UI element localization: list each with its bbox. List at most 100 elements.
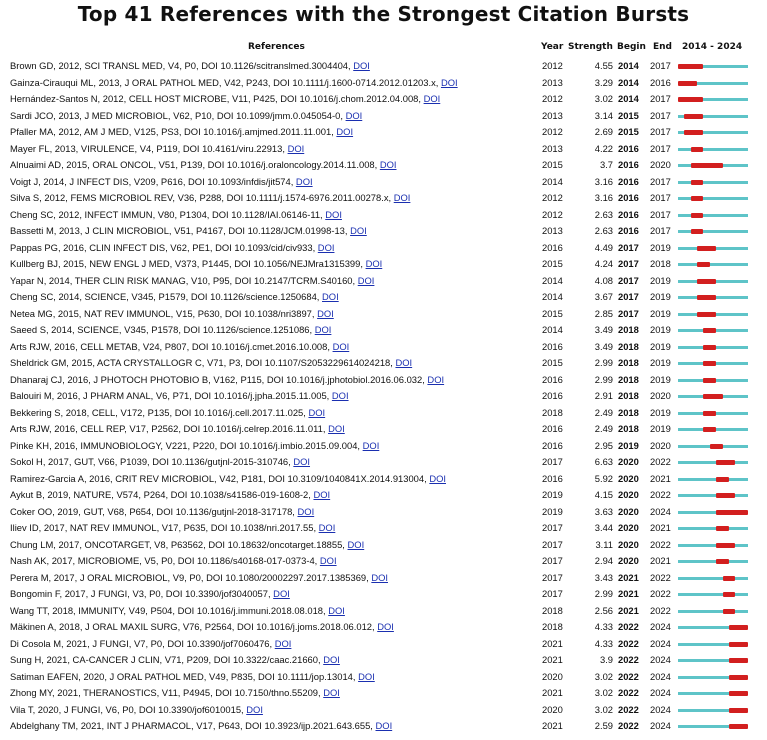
- year-cell: 2016: [542, 241, 563, 253]
- doi-link[interactable]: DOI: [331, 390, 349, 401]
- reference-text: Hernández-Santos N, 2012, CELL HOST MICR…: [10, 93, 441, 104]
- doi-link[interactable]: DOI: [375, 720, 393, 731]
- strength-cell: 2.91: [594, 390, 613, 401]
- doi-link[interactable]: DOI: [429, 472, 446, 484]
- begin-cell: 2017: [618, 274, 639, 286]
- doi-link[interactable]: DOI: [328, 423, 345, 434]
- doi-link[interactable]: DOI: [297, 505, 315, 517]
- doi-link[interactable]: DOI: [336, 126, 354, 137]
- end-cell: 2021: [650, 522, 671, 533]
- burst-timeline: [678, 311, 748, 317]
- year-cell: 2019: [542, 489, 563, 500]
- doi-link[interactable]: DOI: [295, 175, 313, 187]
- reference-text: Sheldrick GM, 2015, ACTA CRYSTALLOGR C, …: [10, 357, 413, 368]
- year-cell: 2020: [542, 703, 563, 715]
- doi-link[interactable]: DOI: [323, 654, 340, 665]
- burst-bar: [722, 592, 736, 597]
- burst-bar: [684, 130, 704, 135]
- strength-cell: 3.43: [594, 571, 613, 583]
- begin-cell: 2020: [618, 489, 639, 500]
- doi-link[interactable]: DOI: [427, 373, 445, 385]
- year-cell: 2012: [542, 60, 563, 71]
- end-cell: 2020: [650, 390, 671, 401]
- doi-link[interactable]: DOI: [347, 538, 365, 550]
- begin-cell: 2022: [618, 687, 639, 698]
- doi-link[interactable]: DOI: [393, 192, 411, 203]
- end-cell: 2022: [650, 489, 671, 500]
- strength-cell: 2.63: [594, 225, 613, 236]
- year-cell: 2013: [542, 225, 563, 236]
- doi-link[interactable]: DOI: [362, 439, 380, 451]
- burst-timeline: [678, 592, 748, 597]
- doi-link[interactable]: DOI: [358, 670, 375, 682]
- table-row: Silva S, 2012, FEMS MICROBIOL REV, V36, …: [0, 190, 767, 207]
- burst-timeline: [678, 542, 748, 548]
- burst-timeline: [678, 97, 748, 102]
- reference-text: Arts RJW, 2016, CELL REP, V17, P2562, DO…: [10, 423, 345, 434]
- doi-link[interactable]: DOI: [318, 522, 336, 533]
- reference-text: Abdelghany TM, 2021, INT J PHARMACOL, V1…: [10, 720, 393, 731]
- begin-cell: 2017: [618, 241, 639, 253]
- doi-link[interactable]: DOI: [357, 274, 375, 286]
- doi-link[interactable]: DOI: [377, 621, 394, 632]
- doi-link[interactable]: DOI: [287, 142, 305, 154]
- end-cell: 2024: [650, 654, 671, 665]
- doi-link[interactable]: DOI: [319, 555, 337, 566]
- burst-timeline: [678, 130, 748, 135]
- strength-cell: 2.59: [594, 720, 613, 731]
- doi-link[interactable]: DOI: [365, 258, 383, 269]
- doi-link[interactable]: DOI: [345, 109, 363, 121]
- doi-link[interactable]: DOI: [350, 225, 367, 236]
- doi-link[interactable]: DOI: [379, 159, 397, 170]
- reference-text: Satiman EAFEN, 2020, J ORAL PATHOL MED, …: [10, 670, 375, 682]
- year-cell: 2014: [542, 291, 563, 302]
- doi-link[interactable]: DOI: [317, 241, 335, 253]
- table-row: Hernández-Santos N, 2012, CELL HOST MICR…: [0, 91, 767, 108]
- doi-link[interactable]: DOI: [313, 489, 331, 500]
- doi-link[interactable]: DOI: [353, 60, 370, 71]
- reference-text: Yapar N, 2014, THER CLIN RISK MANAG, V10…: [10, 274, 375, 286]
- doi-link[interactable]: DOI: [322, 291, 339, 302]
- doi-link[interactable]: DOI: [293, 456, 311, 467]
- table-row: Yapar N, 2014, THER CLIN RISK MANAG, V10…: [0, 273, 767, 290]
- end-cell: 2017: [650, 192, 671, 203]
- table-row: Brown GD, 2012, SCI TRANSL MED, V4, P0, …: [0, 58, 767, 75]
- doi-link[interactable]: DOI: [371, 571, 388, 583]
- doi-link[interactable]: DOI: [323, 687, 340, 698]
- doi-link[interactable]: DOI: [273, 588, 290, 599]
- burst-timeline: [678, 163, 748, 168]
- burst-bar: [697, 245, 717, 251]
- doi-link[interactable]: DOI: [317, 307, 334, 319]
- doi-link[interactable]: DOI: [440, 76, 458, 88]
- table-row: Perera M, 2017, J ORAL MICROBIOL, V9, P0…: [0, 570, 767, 587]
- strength-cell: 2.99: [594, 357, 613, 368]
- strength-cell: 4.55: [594, 60, 613, 71]
- doi-link[interactable]: DOI: [274, 637, 292, 649]
- end-cell: 2018: [650, 258, 671, 269]
- doi-link[interactable]: DOI: [423, 93, 441, 104]
- begin-cell: 2015: [618, 126, 639, 137]
- doi-link[interactable]: DOI: [325, 208, 342, 220]
- strength-cell: 2.99: [594, 373, 613, 385]
- strength-cell: 3.16: [594, 192, 613, 203]
- end-cell: 2022: [650, 571, 671, 583]
- year-cell: 2017: [542, 588, 563, 599]
- table-row: Mäkinen A, 2018, J ORAL MAXIL SURG, V76,…: [0, 619, 767, 636]
- burst-timeline: [678, 229, 748, 234]
- doi-link[interactable]: DOI: [314, 324, 332, 335]
- strength-cell: 3.02: [594, 703, 613, 715]
- strength-cell: 2.95: [594, 439, 613, 451]
- doi-link[interactable]: DOI: [308, 406, 326, 418]
- burst-timeline: [678, 245, 748, 251]
- begin-cell: 2018: [618, 357, 639, 368]
- reference-text: Pinke KH, 2016, IMMUNOBIOLOGY, V221, P22…: [10, 439, 380, 451]
- doi-link[interactable]: DOI: [332, 340, 350, 352]
- burst-bar: [697, 295, 717, 300]
- doi-link[interactable]: DOI: [246, 703, 263, 715]
- table-row: Alnuaimi AD, 2015, ORAL ONCOL, V51, P139…: [0, 157, 767, 174]
- doi-link[interactable]: DOI: [328, 604, 345, 616]
- reference-text: Bongomin F, 2017, J FUNGI, V3, P0, DOI 1…: [10, 588, 290, 599]
- burst-bar: [728, 658, 748, 663]
- table-row: Pfaller MA, 2012, AM J MED, V125, PS3, D…: [0, 124, 767, 141]
- doi-link[interactable]: DOI: [395, 357, 413, 368]
